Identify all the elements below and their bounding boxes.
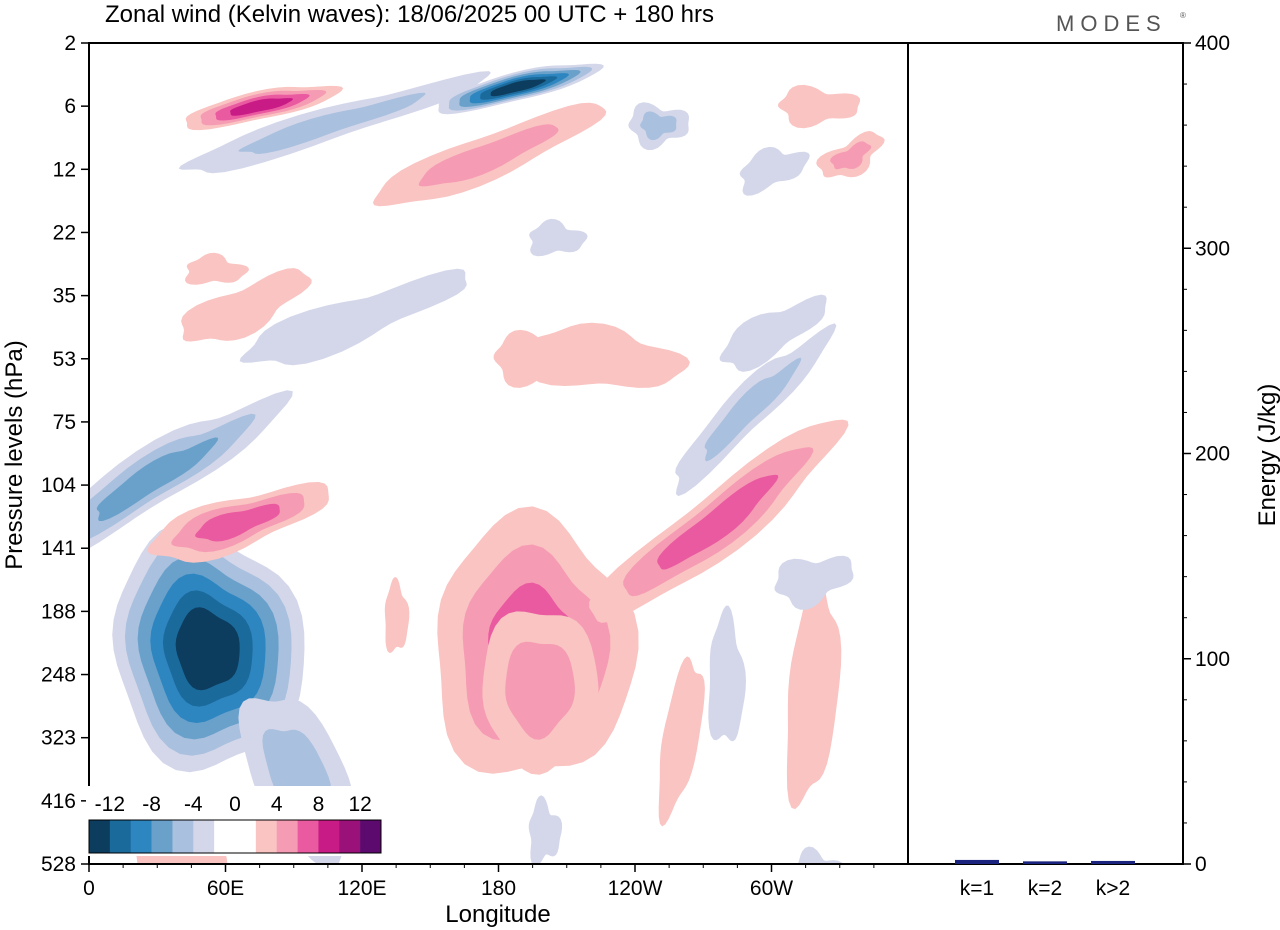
modes-logo: MODES bbox=[1056, 11, 1167, 36]
wind-contour-band bbox=[185, 252, 249, 285]
colorbar-swatch bbox=[109, 820, 132, 853]
energy-bars: k=1 k=2 k>2 bbox=[955, 859, 1135, 900]
wind-contour-band bbox=[529, 218, 588, 257]
colorbar: -12 -8 -4 0 4 8 12 bbox=[86, 786, 386, 856]
colorbar-label: 12 bbox=[348, 793, 371, 816]
x-tick-label: 120W bbox=[608, 877, 663, 900]
y-tick-label: 22 bbox=[53, 221, 76, 244]
wind-contour-band bbox=[230, 98, 293, 116]
colorbar-swatch bbox=[276, 820, 298, 853]
energy-axis: 0 100 200 300 400 bbox=[1183, 32, 1230, 876]
y-tick-label: 248 bbox=[41, 664, 76, 687]
colorbar-swatch bbox=[235, 820, 257, 853]
wind-contour-band bbox=[493, 329, 576, 388]
wind-contour-band bbox=[797, 846, 843, 864]
y-tick-label: 104 bbox=[41, 474, 76, 497]
wind-contour-band bbox=[505, 641, 575, 740]
wind-contour-band bbox=[175, 607, 240, 691]
energy-bar-label: k=1 bbox=[960, 877, 994, 900]
x-tick-label: 60E bbox=[207, 877, 244, 900]
colorbar-swatch bbox=[172, 820, 194, 853]
y-tick-label: 416 bbox=[41, 790, 76, 813]
colorbar-swatch bbox=[214, 820, 236, 853]
colorbar-label: 8 bbox=[313, 793, 325, 816]
x-tick-label: 180 bbox=[481, 877, 516, 900]
energy-tick-label: 300 bbox=[1195, 237, 1230, 260]
energy-panel-frame bbox=[907, 42, 1184, 865]
energy-bar bbox=[1091, 860, 1135, 864]
y-tick-label: 35 bbox=[53, 285, 76, 308]
energy-tick-label: 100 bbox=[1195, 648, 1230, 671]
y-tick-label: 528 bbox=[41, 853, 76, 876]
wind-contour-band bbox=[786, 573, 842, 810]
energy-axis-label: Energy (J/kg) bbox=[1254, 384, 1280, 527]
energy-bar-label: k=2 bbox=[1028, 877, 1062, 900]
colorbar-swatch bbox=[255, 820, 278, 853]
pressure-axis: 2 6 12 22 35 53 75 104 141 188 248 323 416 528 bbox=[41, 32, 89, 876]
energy-tick-label: 200 bbox=[1195, 443, 1230, 466]
colorbar-label: -8 bbox=[142, 793, 161, 816]
wind-contour-band bbox=[704, 357, 802, 462]
wind-contour-band bbox=[490, 79, 546, 97]
colorbar-swatch bbox=[193, 820, 215, 853]
wind-contour-band bbox=[418, 124, 559, 187]
wind-contour-band bbox=[239, 268, 467, 366]
colorbar-swatch bbox=[130, 820, 152, 853]
colorbar-swatch bbox=[339, 820, 361, 853]
y-tick-label: 75 bbox=[53, 411, 76, 434]
colorbar-label: 4 bbox=[271, 793, 283, 816]
longitude-axis: 0 60E 120E 180 120W 60W bbox=[83, 864, 875, 900]
wind-contour-band bbox=[830, 141, 872, 170]
energy-tick-label: 400 bbox=[1195, 32, 1230, 55]
colorbar-swatch bbox=[151, 820, 173, 853]
colorbar-label: -4 bbox=[184, 793, 203, 816]
wind-contour-band bbox=[528, 795, 563, 864]
y-tick-label: 53 bbox=[53, 348, 76, 371]
wind-contour-band bbox=[384, 577, 410, 653]
logo-registered-mark: ® bbox=[1180, 11, 1186, 20]
colorbar-label: 0 bbox=[229, 793, 241, 816]
wind-contour-band bbox=[640, 111, 677, 141]
wind-contour-band bbox=[238, 92, 426, 154]
wind-contour-band bbox=[657, 474, 779, 570]
wind-contour-band bbox=[96, 437, 219, 521]
chart-title: Zonal wind (Kelvin waves): 18/06/2025 00… bbox=[105, 1, 714, 28]
wind-contour-band bbox=[778, 84, 861, 129]
wind-contour-band bbox=[774, 555, 854, 610]
wind-contour-band bbox=[181, 268, 312, 342]
energy-bar bbox=[1023, 861, 1067, 864]
colorbar-label: -12 bbox=[95, 793, 125, 816]
y-tick-label: 2 bbox=[64, 32, 76, 55]
energy-bar-label: k>2 bbox=[1096, 877, 1130, 900]
y-axis-label: Pressure levels (hPa) bbox=[1, 340, 28, 569]
x-tick-label: 60W bbox=[750, 877, 793, 900]
colorbar-swatch bbox=[297, 820, 319, 853]
x-tick-label: 0 bbox=[83, 877, 95, 900]
colorbar-swatch bbox=[360, 820, 382, 853]
y-tick-label: 6 bbox=[64, 95, 76, 118]
wind-contour-band bbox=[719, 294, 827, 372]
y-tick-label: 323 bbox=[41, 727, 76, 750]
colorbar-swatch bbox=[318, 820, 340, 853]
x-tick-label: 120E bbox=[337, 877, 386, 900]
wind-contour-band bbox=[195, 503, 280, 542]
wind-contour-band bbox=[739, 146, 810, 196]
colorbar-swatch bbox=[89, 820, 111, 853]
y-tick-label: 12 bbox=[53, 158, 76, 181]
x-axis-label: Longitude bbox=[445, 901, 550, 928]
y-tick-label: 188 bbox=[41, 600, 76, 623]
energy-bar bbox=[955, 859, 999, 864]
wind-contour-band bbox=[708, 605, 746, 742]
wind-contour-band bbox=[658, 656, 705, 827]
y-tick-label: 141 bbox=[41, 537, 76, 560]
colorbar-frame bbox=[88, 819, 382, 854]
energy-tick-label: 0 bbox=[1195, 853, 1207, 876]
